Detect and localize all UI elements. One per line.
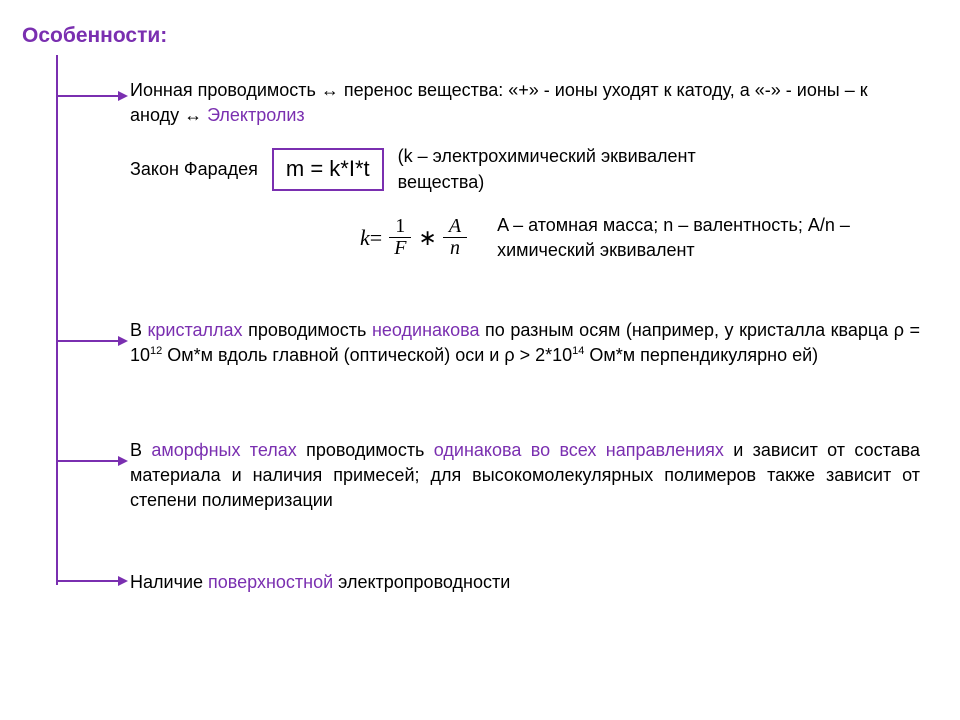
b2-tail: Ом*м перпендикулярно ей) xyxy=(584,345,818,365)
eq-star: ∗ xyxy=(418,223,436,254)
branch-2 xyxy=(56,340,120,342)
b2-sup2: 14 xyxy=(572,345,584,357)
page-title: Особенности: xyxy=(22,24,167,48)
b2-sup1: 12 xyxy=(150,345,162,357)
b3-hl2: одинакова во всех направлениях xyxy=(434,440,724,460)
block-amorphous: В аморфных телах проводимость одинакова … xyxy=(130,438,920,514)
b2-mid1: проводимость xyxy=(243,320,372,340)
arrow-1 xyxy=(118,91,128,101)
ionic-text: Ионная проводимость ↔ перенос вещества: … xyxy=(130,78,920,128)
b2-mid3: Ом*м вдоль главной (оптической) оси и ρ … xyxy=(162,345,572,365)
b2-pre: В xyxy=(130,320,148,340)
eq-description: A – атомная масса; n – валентность; A/n … xyxy=(497,213,877,263)
frac-1F-num: 1 xyxy=(389,216,411,238)
b4-pre: Наличие xyxy=(130,572,208,592)
eq-equals: = xyxy=(370,223,382,254)
b4-tail: электропроводности xyxy=(338,572,510,592)
k-equation: k = 1 F ∗ A n xyxy=(360,216,473,259)
faraday-row: Закон Фарадея m = k*I*t (k – электрохими… xyxy=(130,144,920,194)
branch-1 xyxy=(56,95,120,97)
diagram-stem xyxy=(56,55,58,585)
frac-1F: 1 F xyxy=(388,216,412,259)
eq-k: k xyxy=(360,223,370,254)
branch-3 xyxy=(56,460,120,462)
block-surface: Наличие поверхностной электропроводности xyxy=(130,570,920,595)
arrow-3 xyxy=(118,456,128,466)
faraday-formula: m = k*I*t xyxy=(272,148,384,191)
arrow-2 xyxy=(118,336,128,346)
b4-hl: поверхностной xyxy=(208,572,338,592)
electrolysis-term: Электролиз xyxy=(207,105,305,125)
b3-mid1: проводимость xyxy=(297,440,434,460)
b2-hl1: кристаллах xyxy=(148,320,243,340)
b3-pre: В xyxy=(130,440,151,460)
frac-An: A n xyxy=(443,216,467,259)
branch-4 xyxy=(56,580,120,582)
block-crystals: В кристаллах проводимость неодинакова по… xyxy=(130,318,920,368)
frac-An-num: A xyxy=(443,216,467,238)
faraday-label: Закон Фарадея xyxy=(130,157,258,182)
k-note: (k – электрохимический эквивалент вещест… xyxy=(398,144,758,194)
b3-hl1: аморфных телах xyxy=(151,440,296,460)
frac-1F-den: F xyxy=(388,238,412,259)
b2-hl2: неодинакова xyxy=(372,320,480,340)
block-ionic: Ионная проводимость ↔ перенос вещества: … xyxy=(130,78,920,263)
frac-An-den: n xyxy=(444,238,466,259)
arrow-4 xyxy=(118,576,128,586)
k-equation-row: k = 1 F ∗ A n A – атомная масса; n – вал… xyxy=(360,213,920,263)
